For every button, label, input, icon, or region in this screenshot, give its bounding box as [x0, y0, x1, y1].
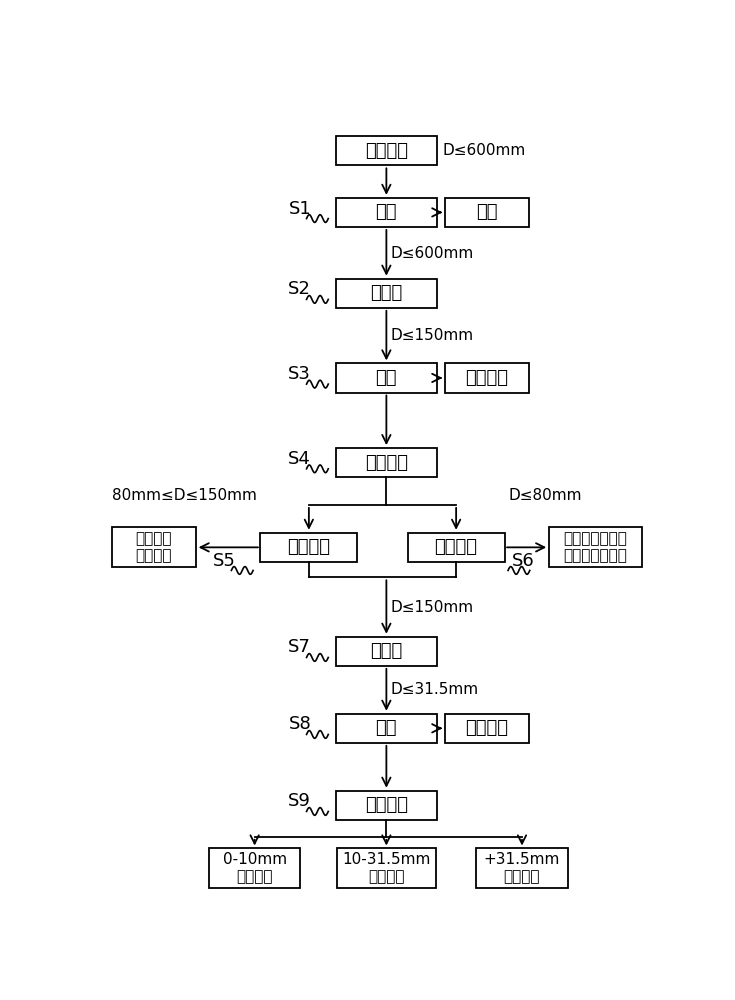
Bar [445, 714, 529, 743]
Bar [408, 533, 504, 562]
Text: 磁选: 磁选 [376, 719, 397, 737]
Text: S4: S4 [288, 450, 311, 468]
Text: S2: S2 [288, 280, 311, 298]
Text: 骨料筛分: 骨料筛分 [365, 796, 408, 814]
Text: 建筑垃圾: 建筑垃圾 [365, 142, 408, 160]
Text: 塑料、木头、织
物、橡胶、金属: 塑料、木头、织 物、橡胶、金属 [564, 531, 628, 564]
Bar [336, 136, 437, 165]
Bar [445, 363, 529, 393]
Text: 分级筛分: 分级筛分 [365, 454, 408, 472]
Text: 粗破碎: 粗破碎 [370, 284, 403, 302]
Bar [112, 527, 196, 567]
Text: S1: S1 [288, 200, 311, 218]
Bar [549, 527, 642, 567]
Bar [337, 848, 436, 888]
Text: 渣土: 渣土 [476, 203, 498, 221]
Bar [336, 714, 437, 743]
Text: D≤80mm: D≤80mm [508, 488, 581, 503]
Text: 塑料、木
头、织物: 塑料、木 头、织物 [136, 531, 172, 564]
Bar [336, 448, 437, 477]
Text: 人工除杂: 人工除杂 [434, 538, 478, 556]
Text: 除土: 除土 [376, 203, 397, 221]
Text: +31.5mm
再生骨料: +31.5mm 再生骨料 [484, 852, 560, 885]
Text: 10-31.5mm
再生骨料: 10-31.5mm 再生骨料 [343, 852, 431, 885]
Text: S5: S5 [213, 552, 236, 570]
Bar [336, 637, 437, 666]
Bar [476, 848, 567, 888]
Text: S3: S3 [288, 365, 311, 383]
Text: S6: S6 [512, 552, 534, 570]
Bar [336, 791, 437, 820]
Text: 智能除杂: 智能除杂 [287, 538, 330, 556]
Text: 磁选: 磁选 [376, 369, 397, 387]
Bar [209, 848, 301, 888]
Text: 80mm≤D≤150mm: 80mm≤D≤150mm [112, 488, 257, 503]
Bar [336, 279, 437, 308]
Text: D≤31.5mm: D≤31.5mm [390, 682, 478, 697]
Text: S8: S8 [288, 715, 311, 733]
Bar [445, 198, 529, 227]
Text: 铁类金属: 铁类金属 [466, 369, 509, 387]
Text: S7: S7 [288, 638, 311, 656]
Text: D≤600mm: D≤600mm [390, 246, 473, 261]
Text: 细破碎: 细破碎 [370, 642, 403, 660]
Bar [336, 198, 437, 227]
Bar [336, 363, 437, 393]
Text: D≤150mm: D≤150mm [390, 600, 473, 615]
Text: D≤150mm: D≤150mm [390, 328, 473, 343]
Text: 0-10mm
再生骨料: 0-10mm 再生骨料 [223, 852, 287, 885]
Text: 铁类金属: 铁类金属 [466, 719, 509, 737]
Bar [260, 533, 357, 562]
Text: S9: S9 [288, 792, 311, 810]
Text: D≤600mm: D≤600mm [443, 143, 526, 158]
